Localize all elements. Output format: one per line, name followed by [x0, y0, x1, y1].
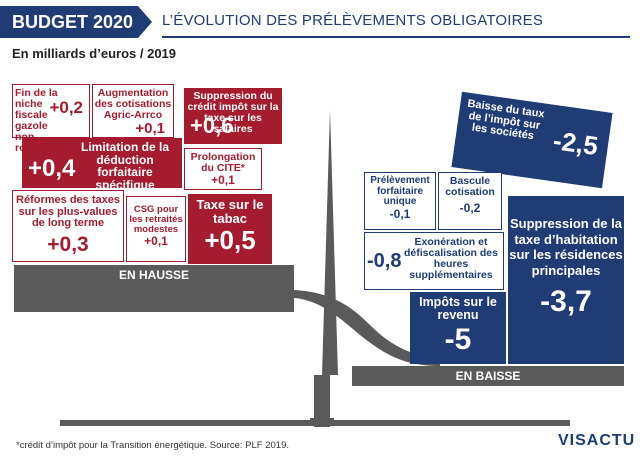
en-hausse-band: EN HAUSSE — [14, 265, 294, 285]
item-label: Impôts sur le revenu — [419, 295, 497, 323]
page-title: L’ÉVOLUTION DES PRÉLÈVEMENTS OBLIGATOIRE… — [162, 12, 544, 29]
item-label: Bascule cotisation — [445, 175, 495, 199]
visactu-logo: VISACTU — [558, 432, 636, 449]
item-label: Taxe sur le tabac — [196, 197, 264, 226]
item-gazole: Fin de la niche fiscale gazole non routi… — [12, 84, 90, 154]
item-value: -5 — [444, 323, 472, 357]
item-value: +0,3 — [47, 232, 89, 256]
item-label: CSG pour les retraités modestes — [129, 204, 183, 235]
item-label: Exonération et défiscalisation des heure… — [404, 236, 498, 282]
item-credit-impot-taxe-salaires: Suppression du crédit impôt sur la taxe … — [184, 88, 282, 144]
item-label: Réformes des taxes sur les plus-values d… — [16, 194, 120, 230]
item-agric-arrco: Augmentation des cotisations Agric-Arrco… — [92, 84, 174, 138]
scale-post — [314, 375, 330, 427]
item-value: +0,5 — [204, 225, 256, 256]
item-label: Suppression de la taxe d’habitation sur … — [509, 216, 623, 278]
item-value: -2,5 — [551, 125, 600, 162]
item-value: +0,1 — [211, 173, 235, 188]
item-deduction-forfaitaire: Limitation de la déduction forfaitaire s… — [22, 138, 182, 192]
scale-foot — [310, 418, 334, 426]
title-divider — [162, 36, 630, 38]
item-plus-values: Réformes des taxes sur les plus-values d… — [12, 190, 124, 262]
item-value: -0,8 — [367, 250, 402, 272]
item-prelevement-forfaitaire: Prélèvement forfaitaire unique -0,1 — [364, 172, 436, 230]
source-footnote: *crédit d’impôt pour la Transition énerg… — [16, 440, 290, 451]
item-label: Prélèvement forfaitaire unique — [370, 175, 430, 207]
item-value: +0,1 — [135, 120, 165, 138]
item-bascule-cotisation: Bascule cotisation -0,2 — [438, 172, 502, 230]
item-label: Augmentation des cotisations Agric-Arrco — [94, 87, 172, 122]
item-label: Suppression du crédit impôt sur la taxe … — [187, 90, 279, 136]
item-csg-retraites: CSG pour les retraités modestes +0,1 — [126, 196, 186, 262]
item-label: Prolongation du CITE* — [190, 151, 256, 175]
scale-needle — [322, 110, 338, 375]
item-value: +0,1 — [144, 233, 168, 248]
item-taxe-habitation: Suppression de la taxe d’habitation sur … — [508, 196, 624, 364]
units-subtitle: En milliards d’euros / 2019 — [12, 46, 177, 61]
brand-arrow — [138, 6, 152, 38]
item-heures-supplementaires: -0,8 Exonération et défiscalisation des … — [364, 232, 504, 290]
item-value: +0,2 — [49, 98, 83, 117]
item-value: -3,7 — [540, 285, 592, 319]
item-value: +0,4 — [28, 155, 76, 182]
left-scale-stand — [14, 285, 294, 312]
item-value: -0,2 — [459, 201, 481, 216]
item-impots-revenu: Impôts sur le revenu -5 — [410, 292, 506, 364]
item-value: +0,6 — [190, 113, 234, 138]
item-cite: Prolongation du CITE* +0,1 — [184, 148, 262, 190]
brand-label: BUDGET 2020 — [0, 6, 138, 38]
item-label: Limitation de la déduction forfaitaire s… — [80, 140, 169, 192]
item-taxe-tabac: Taxe sur le tabac +0,5 — [188, 194, 272, 264]
en-baisse-band: EN BAISSE — [352, 366, 624, 386]
item-value: -0,1 — [389, 206, 411, 221]
